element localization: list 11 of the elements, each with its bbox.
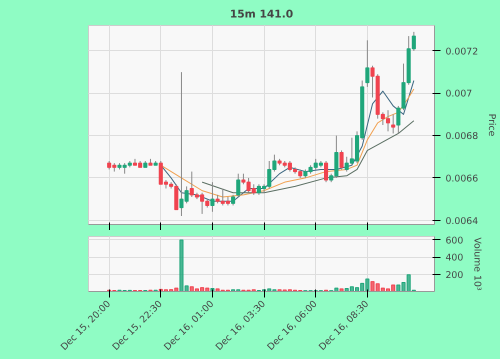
- y-tick-label: 0.0068: [446, 131, 478, 142]
- y-tick-label: 600: [446, 235, 464, 246]
- chart-title: 15m 141.0: [230, 8, 294, 20]
- y-axis-title: Price: [486, 114, 498, 137]
- y-tick-label: 0.0072: [446, 46, 478, 58]
- y-tick-label: 0.0064: [446, 216, 478, 227]
- y-tick-label: 200: [446, 270, 464, 281]
- y-tick-label: 0.007: [446, 88, 472, 100]
- y-tick-label: 0.0066: [446, 173, 478, 184]
- y-axis-title: Volume 10³: [471, 237, 482, 291]
- y-tick-label: 400: [446, 252, 464, 264]
